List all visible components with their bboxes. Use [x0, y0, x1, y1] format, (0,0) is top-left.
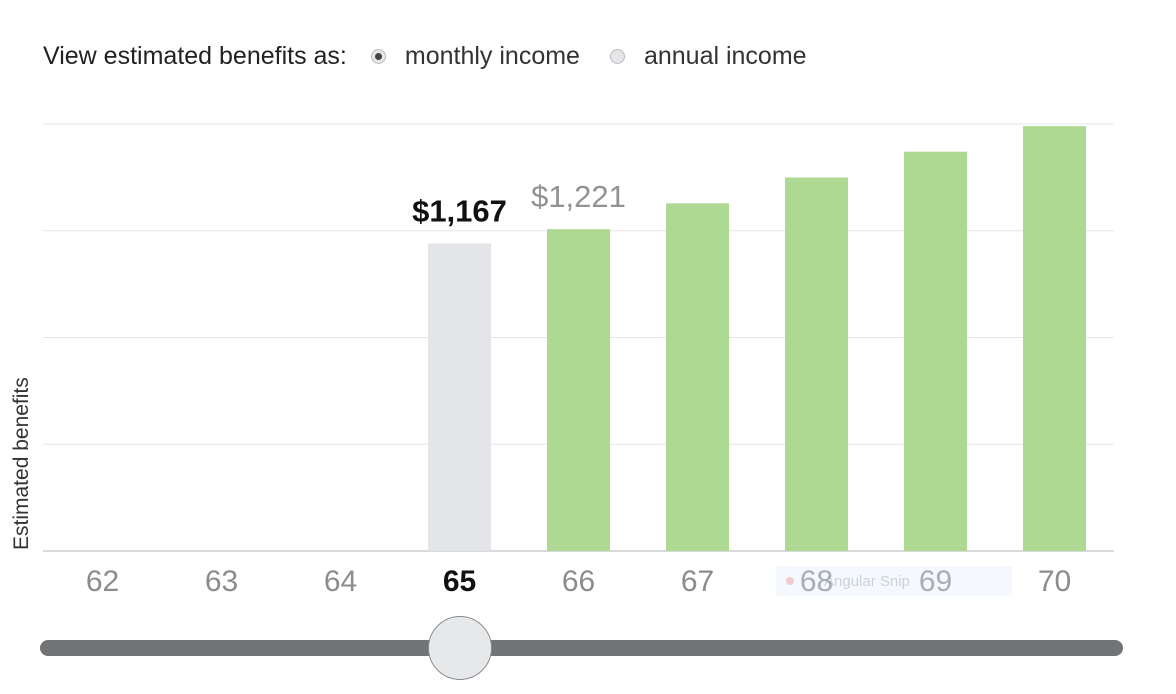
bar-age-68[interactable] — [785, 177, 848, 552]
monthly-income-radio[interactable] — [370, 49, 386, 64]
tick-label-65: 65 — [443, 565, 476, 598]
bar-age-67[interactable] — [666, 203, 729, 552]
data-label-age-66: $1,221 — [531, 179, 626, 214]
benefits-bar-chart: 62 63 64 $1,167 65 $1,221 66 67 68 69 70 — [43, 123, 1114, 598]
tick-label-68: 68 — [800, 565, 833, 598]
bar-age-65[interactable] — [428, 243, 491, 551]
annual-income-option[interactable]: annual income — [609, 42, 807, 71]
tick-label-69: 69 — [919, 565, 952, 598]
benefit-view-controls: View estimated benefits as: monthly inco… — [43, 42, 837, 71]
data-label-age-65: $1,167 — [412, 193, 507, 228]
annual-income-radio[interactable] — [609, 49, 625, 64]
slider-thumb[interactable] — [427, 616, 492, 680]
age-slider[interactable] — [40, 616, 1123, 680]
view-prompt-label: View estimated benefits as: — [43, 42, 347, 70]
tick-label-67: 67 — [681, 565, 714, 598]
slider-track[interactable] — [40, 640, 1123, 656]
annual-income-label[interactable]: annual income — [643, 42, 807, 70]
tick-label-62: 62 — [86, 565, 119, 598]
tick-label-63: 63 — [205, 565, 238, 598]
bar-age-66[interactable] — [547, 229, 610, 551]
bar-age-69[interactable] — [904, 151, 967, 552]
tick-label-70: 70 — [1038, 565, 1071, 598]
monthly-income-option[interactable]: monthly income — [370, 42, 580, 71]
tick-label-64: 64 — [324, 565, 357, 598]
monthly-income-label[interactable]: monthly income — [404, 42, 580, 70]
bar-age-70[interactable] — [1023, 126, 1086, 551]
tick-label-66: 66 — [562, 565, 595, 598]
